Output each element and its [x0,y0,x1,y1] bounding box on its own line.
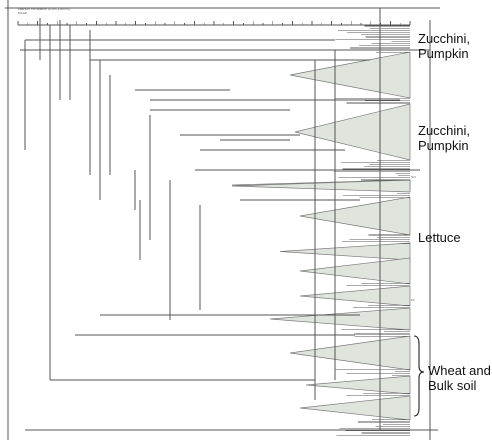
collapsed-cluster [299,196,411,236]
group-label-line: Pumpkin [418,138,469,153]
collapsed-cluster [279,242,411,261]
group-label-zucchini-pumpkin-1: Zucchini, Pumpkin [418,31,470,61]
node-tag-1: NIS [411,175,417,179]
group-label-line: Zucchini, [418,123,471,138]
node-tag-2: PS [411,298,415,302]
group-label-line: Lettuce [418,230,461,245]
header-line-1: Pearson correlation (0.0%-100.0%) [18,7,71,11]
group-label-line: Zucchini, [418,31,471,46]
collapsed-cluster [289,51,411,99]
header-line-2: DGGE [18,11,27,15]
similarity-scale-bar [17,21,411,26]
group-bracket [413,335,425,417]
curly-bracket [413,335,425,417]
group-label-line: Bulk soil [428,378,477,393]
group-label-line: Wheat and [428,363,491,378]
leaf-lines [333,25,410,436]
group-label-wheat-bulk-soil: Wheat and Bulk soil [428,363,491,393]
group-label-zucchini-pumpkin-2: Zucchini, Pumpkin [418,123,470,153]
collapsed-cluster [305,375,411,395]
collapsed-cluster [299,285,411,307]
collapsed-cluster [269,307,411,331]
dendrogram-branches [5,0,440,440]
collapsed-cluster [231,179,411,193]
collapsed-cluster [299,257,411,285]
group-label-lettuce: Lettuce [418,230,461,245]
collapsed-cluster [299,395,411,421]
collapsed-cluster [289,335,411,371]
collapsed-cluster [294,103,411,161]
collapsed-clusters [231,51,411,421]
group-label-line: Pumpkin [418,46,469,61]
